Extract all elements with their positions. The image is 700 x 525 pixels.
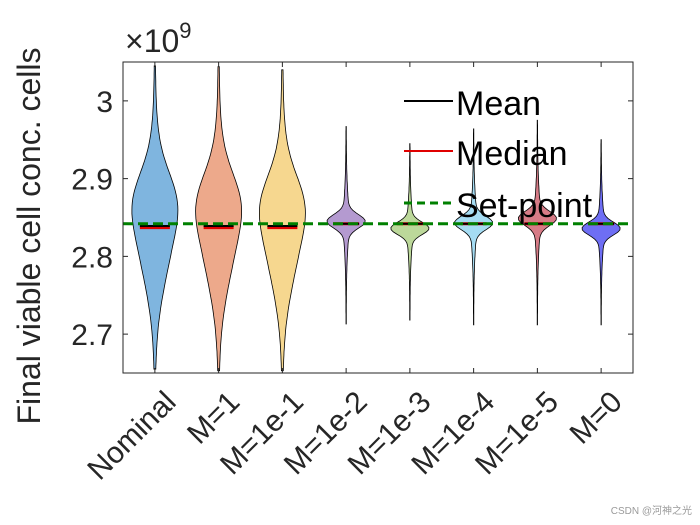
legend-setpoint-label: Set-point [456,187,593,225]
violin-M=1e-2 [326,126,366,325]
exponent-label: ×109 [125,18,192,59]
y-tick-label: 2.8 [71,241,113,274]
legend-median-label: Median [456,135,568,173]
legend-mean-label: Mean [456,85,541,123]
violin-M=1e-1 [259,69,306,372]
y-tick-label: 2.7 [71,319,113,352]
y-ticks: 2.7 2.8 2.9 3 [71,86,633,352]
violin-M=1e-3 [390,143,430,321]
y-axis-label: Final viable cell conc. cells [11,47,47,424]
y-tick-label: 3 [96,86,113,119]
watermark: CSDN @河神之光 [611,504,692,517]
legend: Mean Median Set-point [404,85,593,225]
violin-M=0 [581,139,621,326]
plot-frame [122,61,634,374]
violin-M=1e-4 [454,128,494,326]
x-tick-label: M=0 [564,385,629,450]
x-tick-label: Nominal [81,385,182,486]
y-tick-label: 2.9 [71,164,113,197]
